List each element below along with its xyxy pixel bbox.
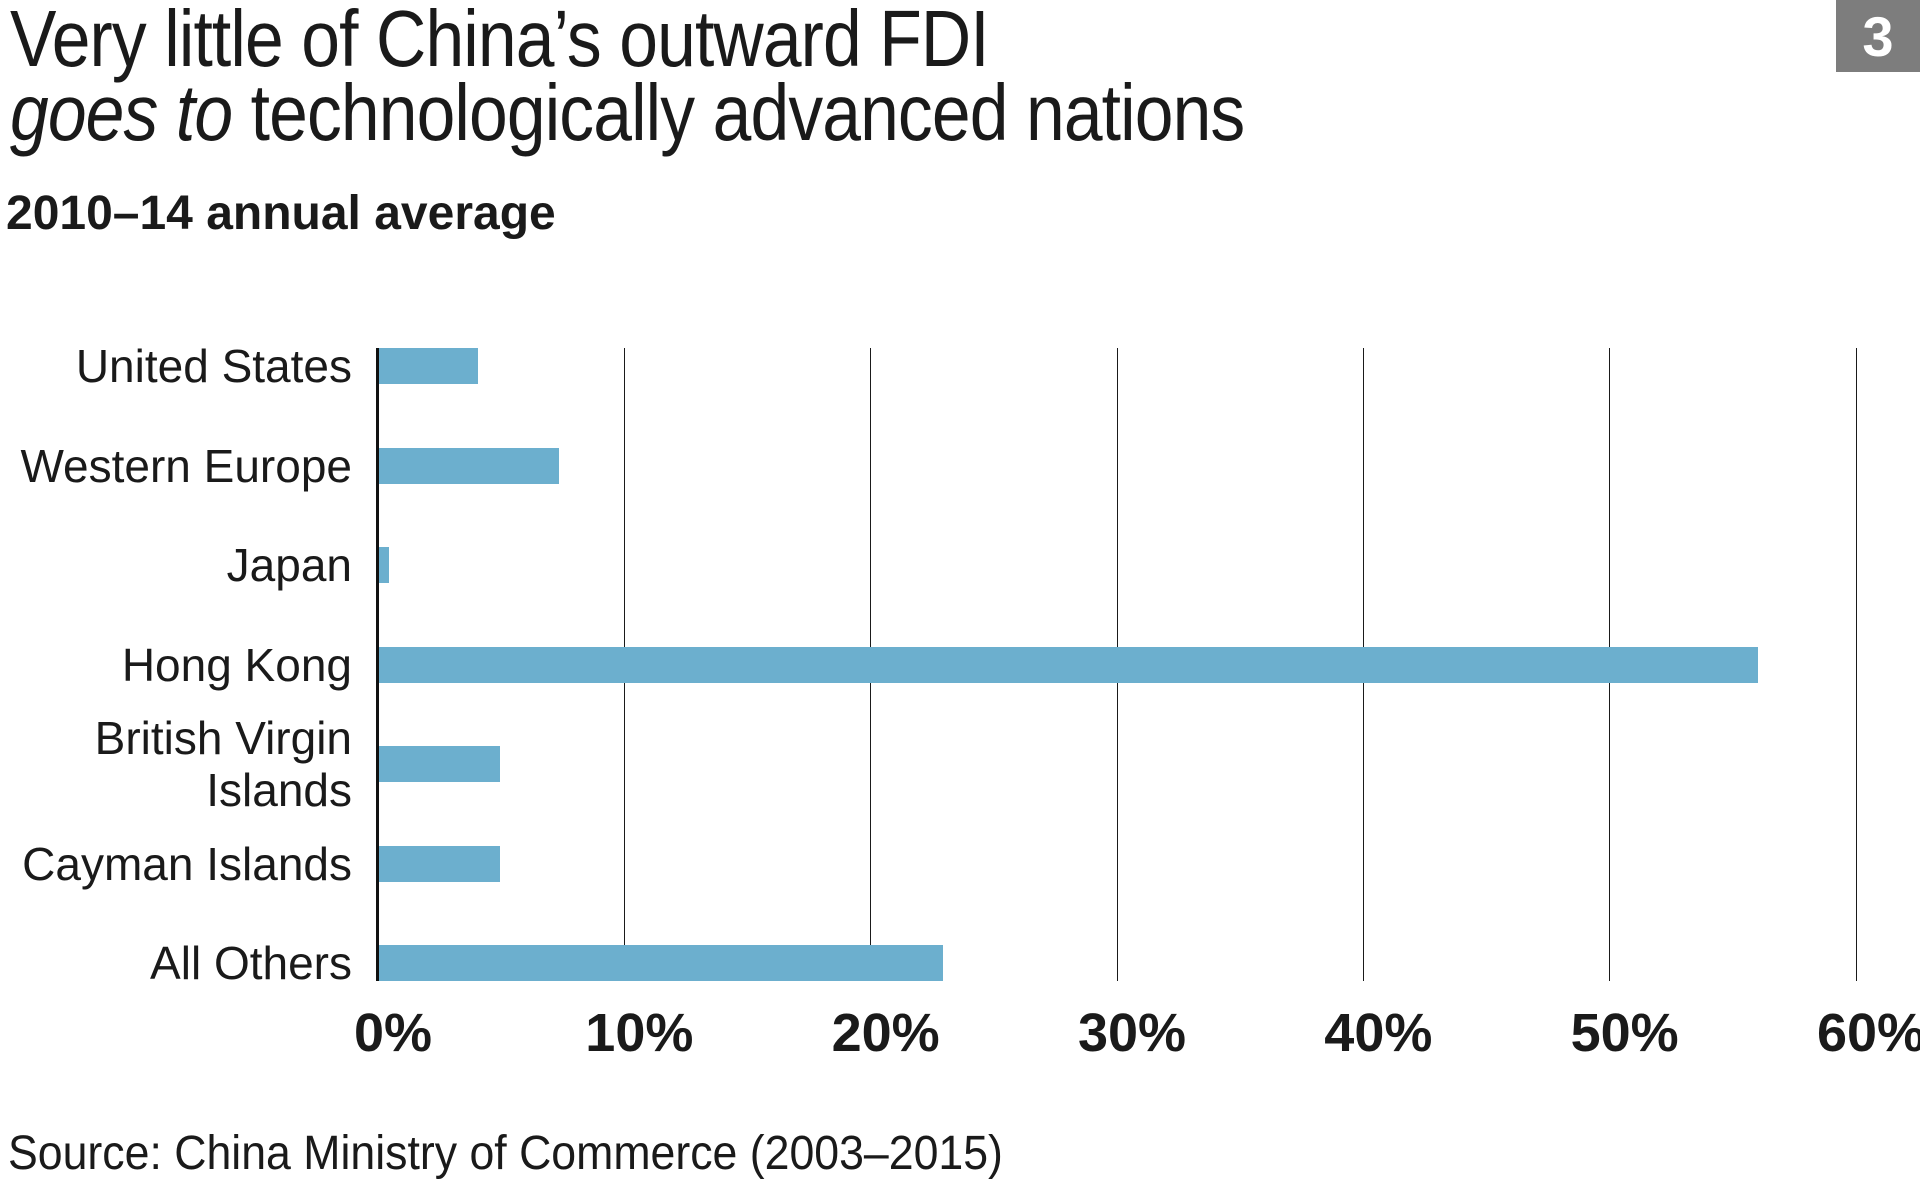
figure-number-badge: 3: [1836, 0, 1920, 72]
bar-hong-kong: [379, 647, 1759, 683]
bar-western-europe: [379, 448, 559, 484]
plot-area: [376, 348, 1857, 981]
chart-subtitle: 2010–14 annual average: [6, 187, 556, 240]
chart-title-line1: Very little of China’s outward FDI: [10, 0, 990, 83]
x-tick-20%: 20%: [831, 1003, 940, 1063]
x-tick-40%: 40%: [1324, 1003, 1433, 1063]
bar-all-others: [379, 945, 944, 981]
x-tick-10%: 10%: [585, 1003, 694, 1063]
y-axis-line: [376, 348, 379, 981]
figure-number: 3: [1862, 4, 1894, 68]
x-tick-50%: 50%: [1570, 1003, 1679, 1063]
category-label-cayman-islands: Cayman Islands: [22, 838, 352, 890]
bar-british-virgin-islands: [379, 746, 500, 782]
category-label-japan: Japan: [226, 539, 352, 591]
gridline-60%: [1855, 348, 1857, 981]
x-tick-0%: 0%: [353, 1003, 433, 1063]
bar-united-states: [379, 348, 478, 384]
x-tick-30%: 30%: [1077, 1003, 1187, 1063]
category-label-united-states: United States: [75, 340, 352, 392]
chart-title: Very little of China’s outward FDI goes …: [10, 0, 1429, 153]
bar-japan: [379, 547, 389, 583]
bar-cayman-islands: [379, 846, 500, 882]
category-label-western-europe: Western Europe: [20, 440, 352, 492]
category-label-all-others: All Others: [150, 937, 352, 989]
category-label-hong-kong: Hong Kong: [121, 639, 352, 691]
source-note: Source: China Ministry of Commerce (2003…: [8, 1127, 1003, 1180]
category-label-british-virgin-islands: British Virgin Islands: [94, 712, 352, 816]
chart-title-line2-italic: goes to: [10, 68, 233, 157]
chart-title-line2-rest: technologically advanced nations: [232, 68, 1246, 157]
x-tick-60%: 60%: [1816, 1003, 1920, 1063]
